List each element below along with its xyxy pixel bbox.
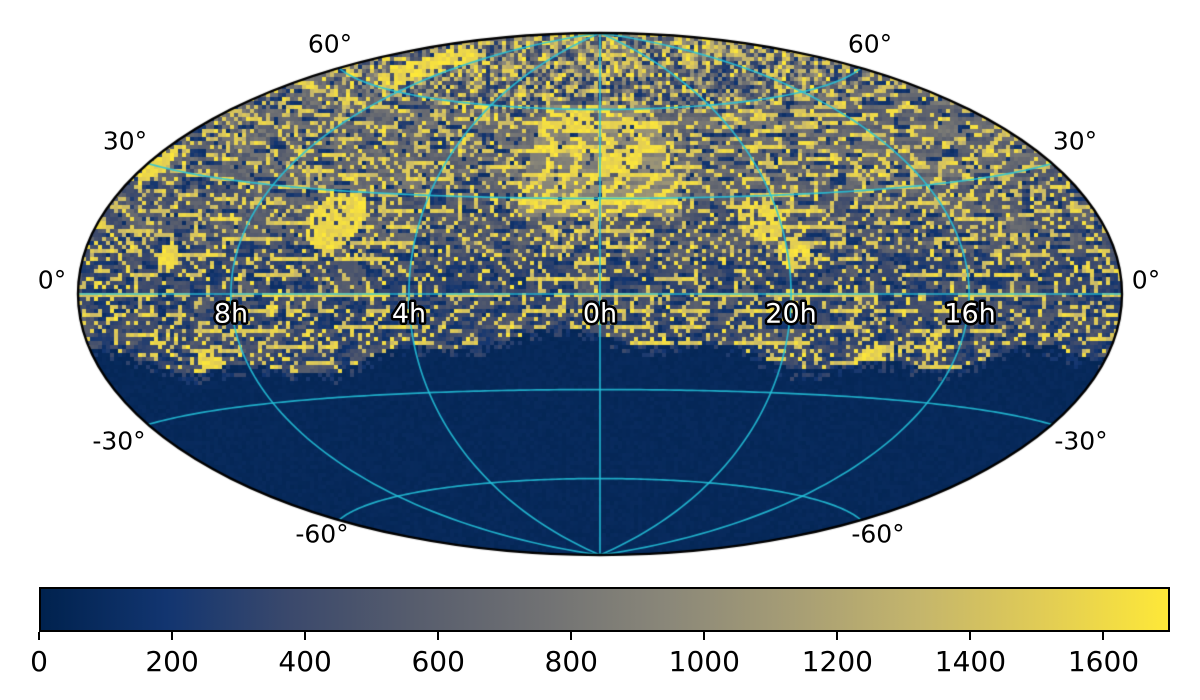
colorbar: 0 200 400 600 800 1000 1200 1400 1600: [0, 575, 1200, 700]
dec-label: 60°: [848, 30, 892, 59]
colorbar-tick: [437, 632, 440, 640]
dec-label: -60°: [295, 520, 348, 549]
colorbar-tick-label: 1400: [934, 645, 1007, 678]
colorbar-tick-label: 800: [544, 645, 598, 678]
dec-label: -30°: [1054, 427, 1107, 456]
hour-label: 0h: [583, 299, 617, 330]
colorbar-tick: [969, 632, 972, 640]
colorbar-tick-label: 1000: [668, 645, 740, 678]
dec-label: -60°: [851, 520, 904, 549]
colorbar-tick: [38, 632, 40, 640]
colorbar-tick-label: 1200: [801, 645, 873, 678]
dec-label: 60°: [308, 30, 352, 59]
sky-map: 60° 60° 30° 30° 0° 0° -30° -30° -60° -60° 8h 4h 0h 20…: [0, 0, 1200, 575]
colorbar-tick: [304, 632, 307, 640]
sky-map-canvas: [0, 0, 1200, 575]
dec-label: -30°: [92, 427, 145, 456]
colorbar-tick: [570, 632, 573, 640]
dec-label: 0°: [1132, 266, 1160, 295]
colorbar-tick: [171, 632, 174, 640]
colorbar-tick-label: 400: [278, 645, 332, 678]
hour-label: 4h: [392, 299, 426, 330]
colorbar-tick: [836, 632, 839, 640]
colorbar-tick: [703, 632, 706, 640]
hour-label: 8h: [214, 299, 248, 330]
colorbar-tick-label: 600: [411, 645, 465, 678]
hour-label: 16h: [944, 299, 995, 330]
dec-label: 30°: [103, 127, 147, 156]
dec-label: 30°: [1053, 127, 1097, 156]
colorbar-tick-label: 0: [30, 645, 48, 678]
colorbar-tick: [1102, 632, 1105, 640]
colorbar-tick-label: 1600: [1067, 645, 1140, 678]
colorbar-tick-label: 200: [145, 645, 199, 678]
hour-label: 20h: [765, 299, 816, 330]
colorbar-gradient: [39, 587, 1170, 632]
dec-label: 0°: [38, 266, 66, 295]
map-label-layer: 60° 60° 30° 30° 0° 0° -30° -30° -60° -60° 8h 4h 0h 20…: [38, 30, 1160, 549]
